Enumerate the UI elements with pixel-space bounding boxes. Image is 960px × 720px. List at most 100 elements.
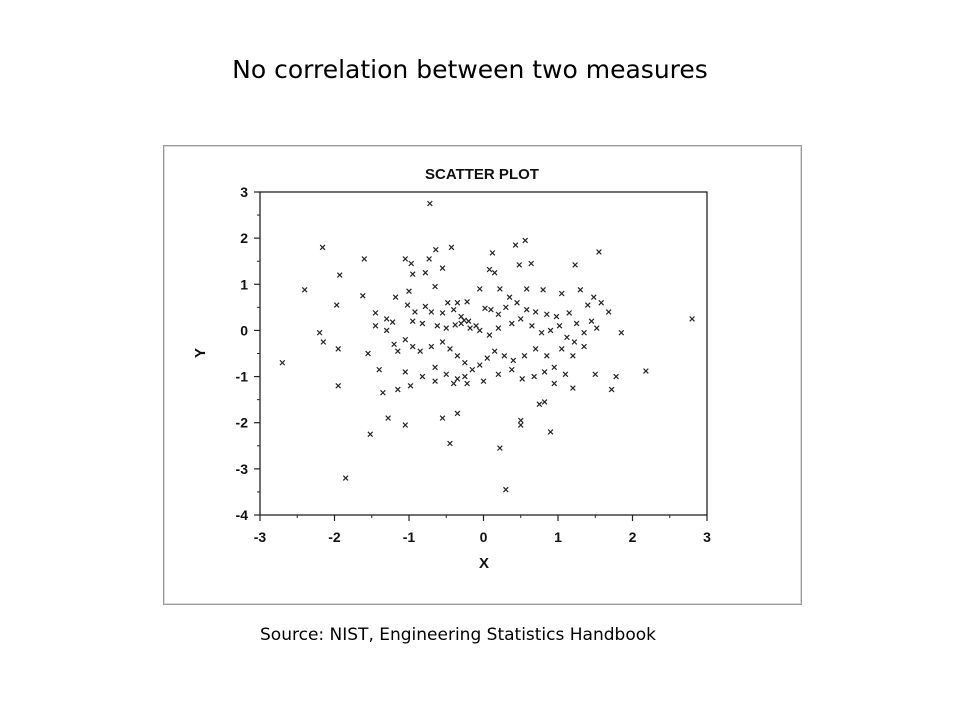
data-point <box>541 399 548 405</box>
data-point <box>447 346 453 352</box>
y-tick-label: 3 <box>240 184 248 200</box>
data-point <box>508 366 515 373</box>
data-point <box>428 343 435 350</box>
data-point <box>556 322 563 329</box>
data-point <box>320 339 327 345</box>
data-point <box>564 334 570 341</box>
x-tick-label: -3 <box>254 529 267 545</box>
data-point <box>392 294 399 301</box>
data-point <box>618 329 625 336</box>
data-point <box>480 378 487 385</box>
data-point <box>464 380 470 387</box>
data-point <box>432 364 438 371</box>
data-point <box>512 242 519 248</box>
x-axis: -3 -2 -1 0 1 2 3 <box>254 515 711 545</box>
data-point <box>592 371 599 378</box>
data-point <box>335 346 342 352</box>
data-point <box>454 299 461 306</box>
data-point <box>407 382 414 389</box>
data-point <box>570 352 576 359</box>
data-point <box>316 329 323 336</box>
data-point <box>404 302 411 308</box>
plot-area <box>259 191 708 516</box>
data-point <box>432 378 438 385</box>
data-point <box>558 290 565 297</box>
data-point <box>521 352 528 359</box>
data-point <box>450 380 457 387</box>
data-point <box>590 294 597 301</box>
y-tick-label: -1 <box>236 369 249 385</box>
data-point <box>458 320 464 327</box>
data-point <box>506 294 513 301</box>
y-tick-label: 0 <box>240 322 248 338</box>
data-point <box>532 309 539 315</box>
y-axis: -4 -3 -2 -1 0 1 2 3 <box>236 184 260 523</box>
data-point <box>426 256 432 262</box>
data-point <box>422 269 429 276</box>
data-point <box>501 352 508 359</box>
data-point <box>528 260 535 267</box>
data-point <box>385 415 391 421</box>
data-point <box>538 329 545 336</box>
y-tick-label: -2 <box>236 415 249 431</box>
data-point <box>562 371 569 378</box>
data-point <box>279 359 286 366</box>
data-point <box>439 265 446 271</box>
data-point <box>529 322 535 329</box>
x-tick-label: 1 <box>554 529 562 545</box>
data-point <box>488 306 494 313</box>
data-point <box>419 320 426 327</box>
y-tick-label: 2 <box>240 230 248 246</box>
data-point <box>581 329 587 336</box>
data-point <box>359 292 366 299</box>
data-point <box>544 311 550 318</box>
data-point <box>508 320 515 327</box>
data-point <box>402 369 409 375</box>
chart-canvas: SCATTER PLOT -4 -3 -2 -1 0 1 2 3 -3 -2 -1 0 1 2 3 X Y <box>192 166 711 572</box>
data-point <box>553 313 560 320</box>
y-tick-label: -4 <box>236 507 249 523</box>
data-point <box>452 322 459 328</box>
data-point <box>395 386 401 393</box>
x-tick-label: 2 <box>629 529 637 545</box>
data-point <box>454 376 461 382</box>
data-point <box>517 316 524 322</box>
data-point <box>503 304 509 311</box>
data-point <box>462 359 468 366</box>
data-point <box>432 246 439 253</box>
data-point <box>376 366 383 373</box>
data-point <box>519 376 526 382</box>
data-point <box>497 445 503 451</box>
data-point <box>489 250 496 256</box>
data-point <box>495 371 502 378</box>
data-point <box>454 410 461 417</box>
data-point <box>605 309 612 315</box>
data-point <box>522 237 529 244</box>
data-point <box>365 350 371 357</box>
data-point <box>536 401 543 408</box>
data-point <box>342 475 349 481</box>
data-point <box>448 244 455 251</box>
data-point <box>443 371 450 378</box>
data-point <box>469 366 476 373</box>
data-point <box>531 373 537 380</box>
data-point <box>572 262 578 268</box>
data-point <box>476 362 483 368</box>
data-point <box>571 339 578 345</box>
data-point <box>551 364 558 371</box>
data-point <box>389 319 396 325</box>
data-point <box>395 348 401 355</box>
data-point <box>335 382 342 389</box>
data-point <box>482 305 488 312</box>
data-point <box>544 352 550 359</box>
data-point <box>428 309 435 315</box>
data-points <box>279 200 695 493</box>
x-tick-label: -2 <box>328 529 341 545</box>
data-point <box>402 336 409 343</box>
data-point <box>491 269 498 276</box>
data-point <box>491 348 498 355</box>
data-point <box>588 318 595 325</box>
data-point <box>566 310 572 316</box>
data-point <box>551 380 558 387</box>
data-point <box>444 299 451 306</box>
